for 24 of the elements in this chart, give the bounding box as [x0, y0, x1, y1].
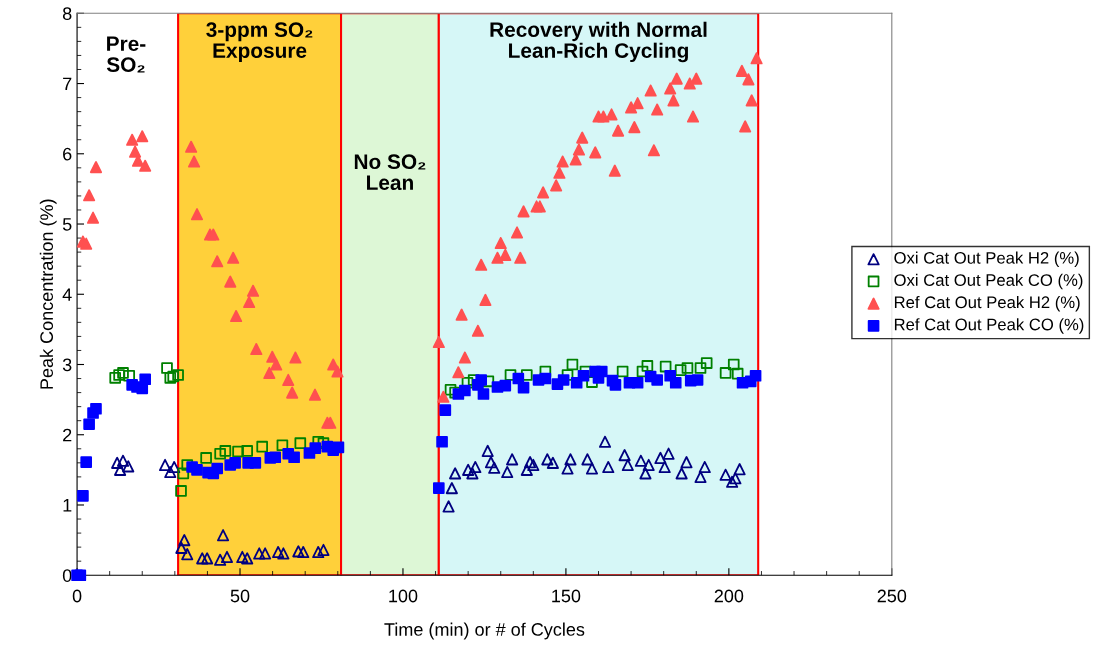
- x-tick-label: 100: [389, 589, 418, 603]
- y-axis-title: Peak Concentration (%): [39, 199, 57, 389]
- x-tick-label: 50: [230, 589, 250, 603]
- legend-label: Ref Cat Out Peak H2 (%): [894, 295, 1080, 312]
- y-tick-label: 1: [63, 499, 72, 512]
- y-tick-label: 7: [63, 77, 72, 91]
- legend-label: Oxi Cat Out Peak CO (%): [894, 273, 1083, 290]
- legend-label: Ref Cat Out Peak CO (%): [894, 318, 1084, 334]
- x-tick-label: 0: [72, 589, 82, 603]
- x-axis-title: Time (min) or # of Cycles: [384, 622, 585, 640]
- y-tick-label: 4: [62, 288, 72, 301]
- x-tick-label: 200: [714, 589, 744, 603]
- y-tick-label: 3: [62, 358, 72, 372]
- band-label: No SO₂ Lean: [354, 154, 426, 191]
- y-tick-label: 2: [63, 428, 72, 442]
- y-tick-label: 8: [62, 7, 72, 21]
- band-label: Recovery with Normal Lean-Rich Cycling: [490, 21, 707, 63]
- x-tick-label: 150: [552, 589, 581, 603]
- annotation: Pre- SO₂: [106, 36, 146, 73]
- band-label: 3-ppm SO₂ Exposure: [206, 22, 313, 63]
- y-tick-label: 5: [62, 218, 72, 231]
- y-tick-label: 6: [63, 147, 72, 161]
- legend-label: Oxi Cat Out Peak H2 (%): [894, 251, 1079, 268]
- x-tick-label: 250: [877, 589, 907, 603]
